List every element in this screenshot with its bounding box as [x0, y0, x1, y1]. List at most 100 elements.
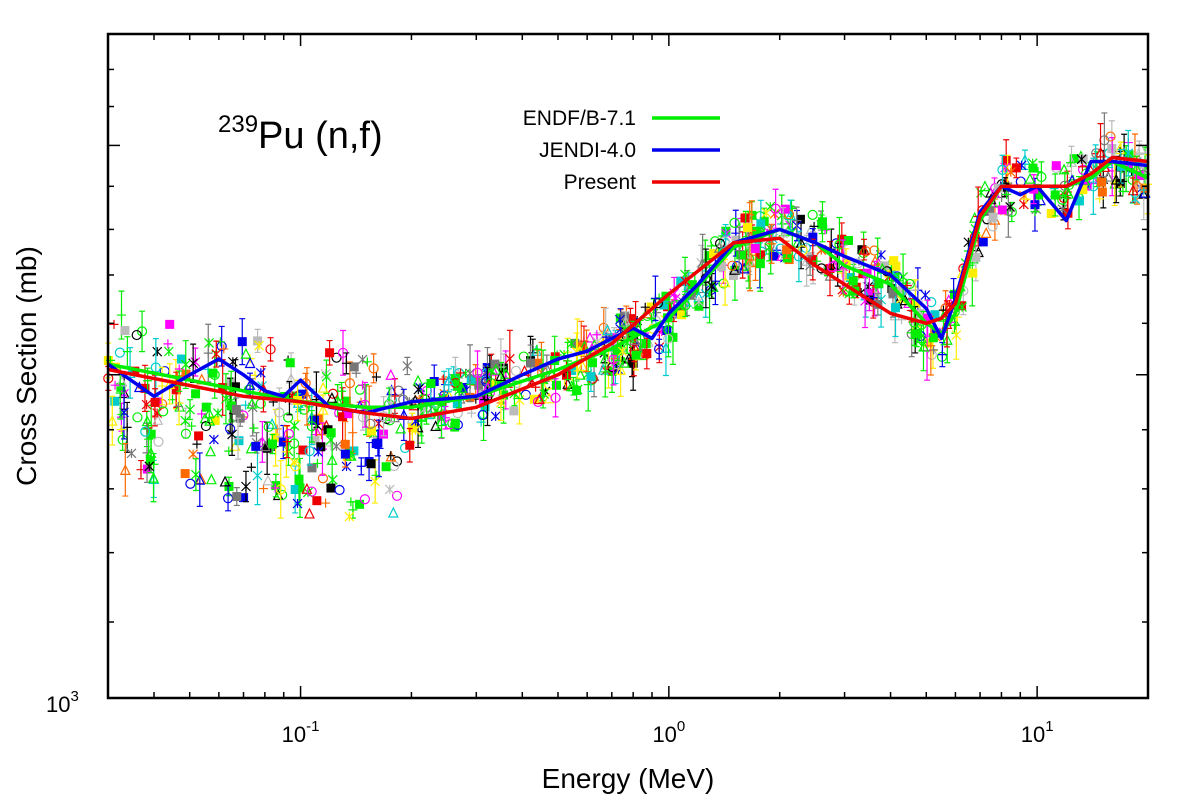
exp-error-bar — [918, 324, 925, 352]
exp-point-square — [177, 354, 187, 364]
exp-point-star — [144, 461, 155, 472]
exp-point-plus — [822, 224, 832, 234]
exp-point-square — [930, 310, 940, 320]
exp-point-triangle — [412, 374, 424, 386]
exp-point-star — [504, 353, 515, 364]
exp-point-square — [641, 339, 651, 349]
exp-error-bar — [139, 310, 146, 353]
exp-point-square — [709, 249, 719, 259]
exp-point-square — [490, 359, 500, 369]
exp-point-square — [891, 261, 901, 271]
exp-point-square — [795, 214, 805, 224]
exp-point-circle — [987, 221, 998, 232]
exp-point-circle — [158, 406, 169, 417]
exp-point-square — [676, 276, 686, 286]
exp-point-square — [251, 441, 261, 451]
exp-point-plus — [281, 447, 291, 457]
exp-point-star — [465, 368, 475, 379]
exp-point-star — [951, 330, 962, 341]
exp-point-square — [817, 217, 827, 227]
exp-error-bar — [438, 403, 445, 439]
exp-point-square — [526, 358, 536, 368]
exp-point-circle — [743, 257, 754, 268]
exp-point-square — [968, 268, 978, 278]
exp-point-square — [879, 261, 889, 271]
exp-point-square — [1051, 161, 1061, 171]
exp-point-square — [231, 404, 241, 414]
exp-point-square — [453, 381, 463, 391]
exp-point-triangle — [574, 368, 586, 380]
exp-error-bar — [999, 154, 1006, 186]
exp-point-star — [292, 498, 303, 509]
exp-point-star — [190, 469, 201, 480]
exp-point-square — [978, 237, 988, 247]
chart-title: 239Pu (n,f) — [218, 111, 383, 157]
exp-point-square — [1011, 163, 1021, 173]
exp-point-square — [309, 415, 319, 425]
exp-point-triangle — [785, 209, 796, 221]
exp-point-circle — [827, 261, 838, 273]
exp-point-circle — [719, 236, 730, 247]
exp-point-triangle — [584, 331, 596, 343]
exp-point-square — [191, 389, 201, 399]
exp-point-square — [230, 382, 240, 392]
exp-point-star — [289, 420, 300, 431]
evaluation-curves-layer — [106, 155, 1149, 421]
exp-point-star — [413, 384, 424, 395]
exp-point-triangle — [1019, 153, 1031, 165]
exp-point-circle — [904, 278, 915, 290]
exp-point-plus — [1030, 207, 1040, 217]
exp-point-square — [120, 326, 130, 336]
exp-point-triangle — [1127, 184, 1139, 196]
exp-point-square — [949, 289, 959, 299]
exp-point-triangle — [869, 282, 881, 294]
exp-point-star — [254, 340, 264, 351]
exp-point-plus — [272, 424, 282, 434]
exp-point-square — [928, 333, 938, 343]
exp-point-triangle — [512, 388, 524, 400]
exp-point-circle — [263, 421, 274, 433]
exp-point-star — [152, 346, 163, 357]
exp-point-plus — [144, 434, 154, 444]
exp-point-star — [341, 461, 352, 472]
exp-point-square — [310, 436, 320, 446]
exp-point-square — [782, 245, 792, 255]
exp-point-plus — [246, 462, 256, 472]
exp-error-bar — [308, 409, 315, 443]
exp-point-square — [997, 205, 1007, 215]
exp-point-square — [659, 300, 669, 310]
exp-point-circle — [344, 378, 356, 389]
exp-point-star — [331, 441, 342, 452]
exp-point-star — [211, 349, 222, 360]
exp-point-circle — [472, 367, 483, 378]
exp-error-bar — [370, 353, 377, 384]
exp-point-square — [808, 255, 818, 265]
exp-point-star — [920, 290, 931, 300]
exp-point-square — [891, 303, 901, 313]
exp-point-circle — [136, 326, 148, 337]
exp-point-circle — [300, 378, 311, 389]
exp-point-square — [326, 483, 336, 493]
exp-point-circle — [275, 484, 286, 495]
exp-error-bar — [166, 363, 173, 405]
exp-point-triangle — [618, 356, 630, 368]
y-tick-label: 103 — [46, 688, 79, 717]
exp-point-circle — [131, 329, 142, 341]
exp-point-square — [628, 327, 638, 337]
exp-error-bar — [259, 420, 266, 463]
exp-point-plus — [926, 341, 936, 351]
exp-point-square — [874, 279, 884, 289]
exp-point-plus — [600, 367, 610, 377]
exp-point-square — [924, 338, 934, 348]
exp-point-star — [755, 256, 766, 267]
exp-point-star — [126, 448, 137, 459]
exp-point-plus — [326, 441, 336, 451]
plot-frame — [106, 32, 1150, 700]
exp-point-plus — [650, 293, 660, 303]
x-tick-label-exponent: 1 — [1045, 718, 1053, 735]
exp-point-circle — [926, 297, 937, 308]
exp-point-triangle — [1063, 187, 1075, 199]
exp-point-plus — [792, 216, 802, 226]
y-tick-label-base: 10 — [46, 692, 70, 717]
